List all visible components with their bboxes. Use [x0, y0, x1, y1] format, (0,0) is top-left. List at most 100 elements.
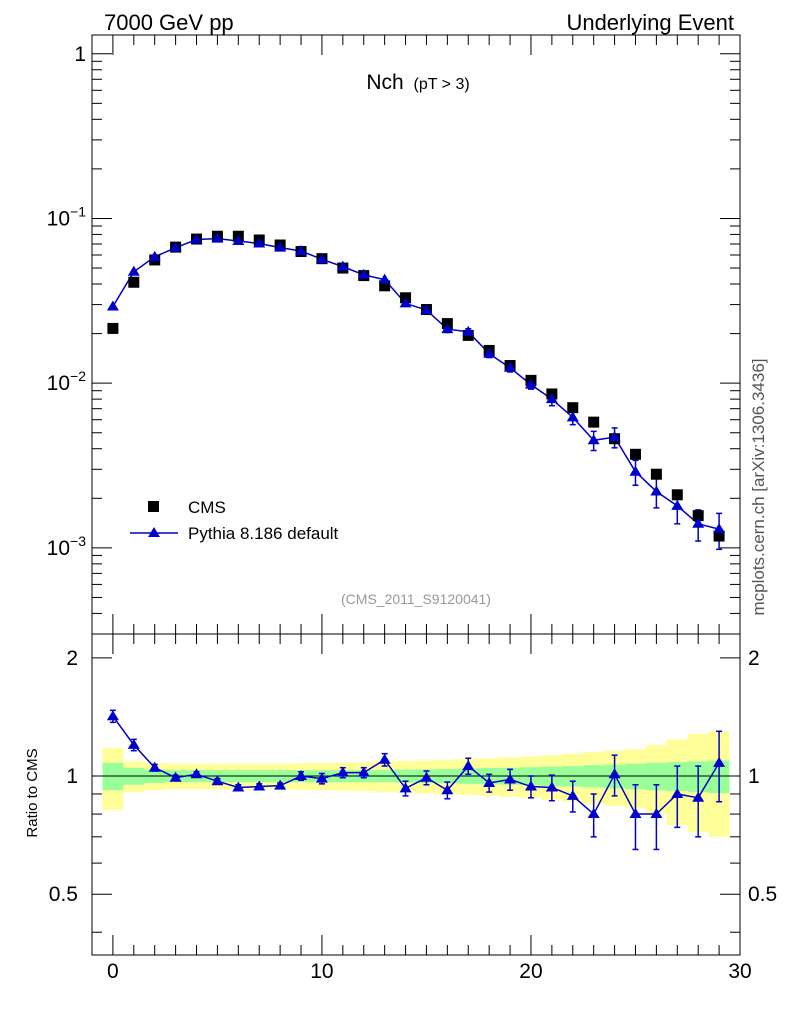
cms-data-point [379, 280, 391, 292]
legend-label-cms: CMS [188, 498, 226, 517]
pythia-ratio-point [378, 753, 391, 764]
ratio-y-tick-label-left: 1 [66, 765, 78, 788]
pythia-data-point [483, 347, 496, 358]
main-y-tick-exp: −2 [70, 368, 86, 384]
pythia-ratio-point [462, 760, 475, 771]
cms-data-point [128, 276, 140, 288]
ratio-panel: 0 10 20 30 0.5 0.5 1 1 2 2 Ratio to CMS [24, 633, 777, 983]
pythia-data-point [587, 434, 600, 445]
pythia-ratio-point [336, 766, 349, 777]
main-y-tick-base: 10 [47, 537, 70, 560]
pythia-data-point [190, 233, 203, 244]
pythia-ratio-point [190, 768, 203, 779]
cms-data-point [650, 468, 662, 480]
main-y-tick-base: 10 [47, 207, 70, 230]
pythia-ratio-point [315, 772, 328, 783]
main-y-axis-ticks: 110−110−210−3 [47, 43, 740, 635]
header-left-label: 7000 GeV pp [104, 10, 234, 35]
pythia-ratio-point [545, 781, 558, 792]
ratio-x-tick-label: 30 [728, 960, 751, 983]
main-x-axis-ticks [91, 35, 741, 634]
pythia-data-point [629, 465, 642, 476]
pythia-data-point [671, 499, 684, 510]
pythia-main-line [112, 237, 720, 530]
cms-data-point [692, 510, 704, 522]
ratio-x-tick-label: 0 [107, 960, 119, 983]
main-title-text: Nch [366, 71, 403, 94]
cms-data-point [713, 530, 725, 542]
pythia-data-point [253, 237, 266, 248]
header-right-label: Underlying Event [566, 10, 734, 35]
cms-data-point [107, 322, 119, 334]
pythia-data-point [566, 411, 579, 422]
legend: CMS Pythia 8.186 default [130, 498, 339, 543]
ratio-y-label: Ratio to CMS [24, 748, 41, 837]
main-y-tick-label: 10−2 [47, 368, 87, 395]
pythia-data-point [545, 393, 558, 404]
pythia-ratio-point [399, 782, 412, 793]
pythia-data-point [692, 517, 705, 528]
pythia-data-point [378, 273, 391, 284]
main-y-tick-label: 10−1 [47, 203, 87, 230]
pythia-ratio-point [441, 784, 454, 795]
legend-marker-cms [148, 501, 159, 512]
pythia-data-point [295, 244, 308, 255]
pythia-ratio-point [483, 776, 496, 787]
pythia-ratio-line [112, 715, 720, 816]
pythia-data-point [232, 234, 245, 245]
legend-marker-pythia [148, 527, 160, 537]
ratio-y-tick-label-right: 2 [748, 647, 760, 670]
pythia-data-point [148, 250, 161, 261]
main-y-tick-base: 1 [74, 43, 86, 66]
pythia-data-point [524, 378, 537, 389]
ratio-y-tick-label-left: 2 [66, 647, 78, 670]
pythia-data-point [713, 523, 726, 534]
main-panel: Nch (pT > 3) (CMS_2011_S9120041) 110−110… [47, 34, 741, 635]
pythia-data-point [441, 323, 454, 334]
pythia-data-point [336, 260, 349, 271]
pythia-data-point [169, 241, 182, 252]
pythia-ratio-point [671, 787, 684, 798]
pythia-data-point [127, 265, 140, 276]
pythia-ratio-point [232, 781, 245, 792]
pythia-data-point [462, 325, 475, 336]
ratio-y-tick-label-left: 0.5 [49, 883, 78, 906]
ratio-outer-band [102, 731, 730, 837]
pythia-ratio-point [274, 779, 287, 790]
legend-label-pythia: Pythia 8.186 default [188, 524, 339, 543]
pythia-ratio-point [608, 768, 621, 779]
pythia-ratio-point [295, 770, 308, 781]
pythia-data-point [650, 485, 663, 496]
pythia-ratio-point [211, 775, 224, 786]
pythia-ratio-point [148, 761, 161, 772]
cms-data-point [629, 448, 641, 460]
main-subtitle-text: (pT > 3) [414, 76, 470, 93]
ratio-series-marks [106, 709, 726, 851]
pythia-ratio-point [253, 780, 266, 791]
pythia-ratio-point [587, 808, 600, 819]
pythia-data-point [357, 268, 370, 279]
main-y-tick-label: 1 [74, 43, 86, 66]
pythia-data-point [106, 300, 119, 311]
pythia-data-point [399, 297, 412, 308]
ratio-x-tick-label: 20 [519, 960, 542, 983]
side-label: mcplots.cern.ch [arXiv:1306.3436] [749, 358, 768, 615]
pythia-data-point [420, 304, 433, 315]
main-y-tick-label: 10−3 [47, 533, 87, 560]
ratio-axis-ticks: 0 10 20 30 0.5 0.5 1 1 2 2 [49, 634, 777, 983]
pythia-ratio-point [629, 808, 642, 819]
main-annotation: (CMS_2011_S9120041) [341, 591, 491, 607]
pythia-ratio-point [106, 710, 119, 721]
pythia-data-point [211, 232, 224, 243]
pythia-ratio-point [566, 789, 579, 800]
main-frame [91, 34, 741, 635]
pythia-ratio-point [127, 738, 140, 749]
main-y-tick-exp: −3 [70, 533, 86, 549]
main-y-tick-base: 10 [47, 372, 70, 395]
pythia-ratio-point [504, 773, 517, 784]
main-series-marks [106, 230, 726, 551]
main-title: Nch (pT > 3) [366, 71, 469, 94]
pythia-ratio-point [357, 766, 370, 777]
pythia-data-point [315, 253, 328, 264]
